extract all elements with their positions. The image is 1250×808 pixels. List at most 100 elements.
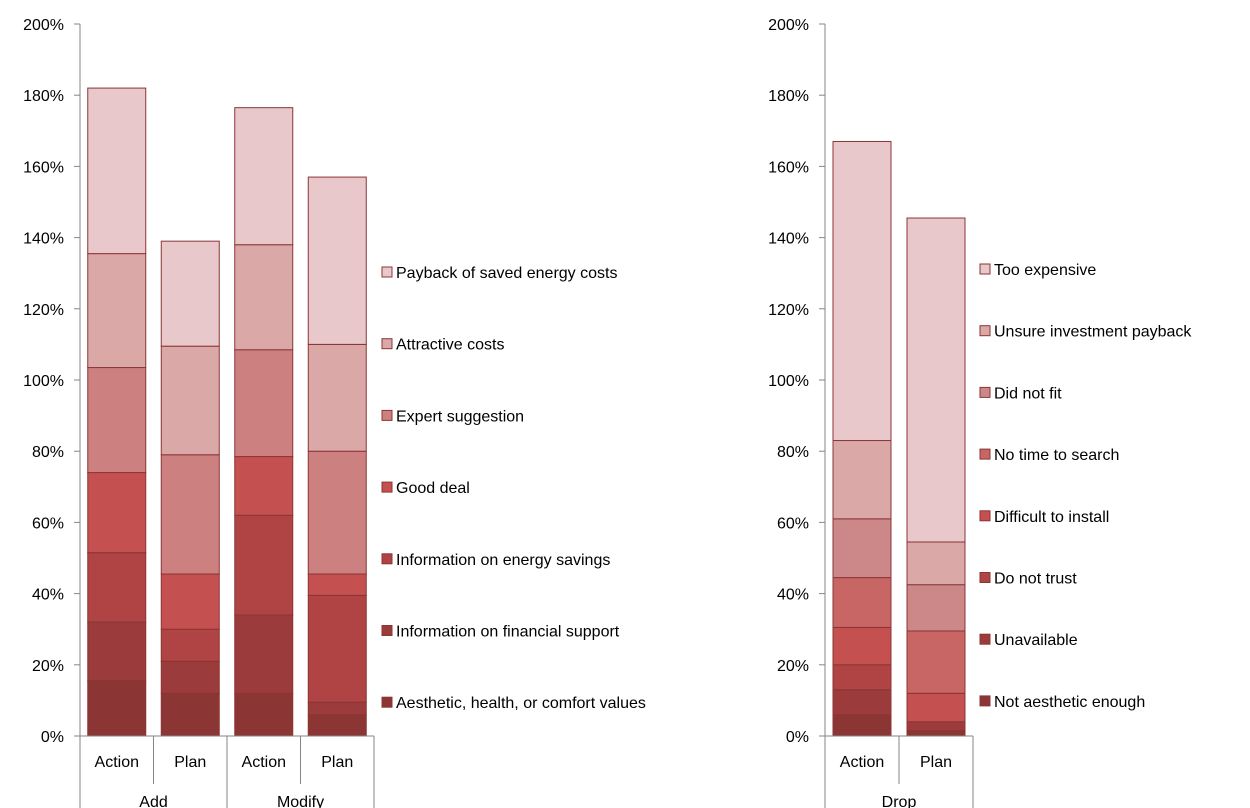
bar-segment <box>87 367 147 474</box>
legend-swatch <box>381 266 393 278</box>
y-tick-label: 140% <box>23 231 64 248</box>
left-chart: 0% 20% 40% 60% 80% 100% 120% 140% 160% 180% 200% Ac… <box>23 17 646 808</box>
bar-segment <box>906 584 966 632</box>
legend-swatch <box>979 325 991 337</box>
group-label: Add <box>139 794 167 808</box>
legend-swatch <box>979 263 991 275</box>
category-label: Plan <box>174 754 206 771</box>
category-label: Action <box>95 754 139 771</box>
legend-label: Did not fit <box>994 385 1062 402</box>
bar-segment <box>234 349 294 458</box>
y-tick-label: 20% <box>32 658 64 675</box>
bar-segment <box>234 244 294 351</box>
right-chart: 0% 20% 40% 60% 80% 100% 120% 140% 160% 180% 200% Ac… <box>768 17 1192 808</box>
bar-segment <box>234 514 294 616</box>
bar-segment <box>234 692 294 737</box>
legend-swatch <box>979 448 991 460</box>
legend-label: Unsure investment payback <box>994 324 1192 341</box>
legend-swatch <box>381 481 393 493</box>
y-tick-label: 140% <box>768 231 809 248</box>
y-tick-label: 120% <box>23 302 64 319</box>
legend-swatch <box>979 695 991 707</box>
bar-segment <box>832 664 892 691</box>
legend-label: Good deal <box>396 480 470 497</box>
category-label: Plan <box>920 754 952 771</box>
bar-segment <box>160 345 220 456</box>
y-tick-label: 100% <box>23 373 64 390</box>
bar-segment <box>832 518 892 579</box>
y-tick-label: 100% <box>768 373 809 390</box>
legend-swatch <box>381 696 393 708</box>
bar-segment <box>832 626 892 666</box>
legend-label: Aesthetic, health, or comfort values <box>396 695 646 712</box>
bar-segment <box>87 472 147 554</box>
y-tick-label: 160% <box>23 159 64 176</box>
legend-label: Attractive costs <box>396 337 504 354</box>
bar-segment <box>160 660 220 694</box>
bar-segment <box>307 573 367 596</box>
legend-label: Difficult to install <box>994 509 1109 526</box>
bar-segment <box>160 628 220 662</box>
y-tick-label: 0% <box>41 729 64 746</box>
legend-label: No time to search <box>994 447 1119 464</box>
bar-segment <box>87 552 147 623</box>
legend-label: Information on energy savings <box>396 552 610 569</box>
bar-segment <box>87 680 147 737</box>
y-tick-label: 160% <box>768 159 809 176</box>
bar-segment <box>906 217 966 543</box>
legend-swatch <box>381 625 393 636</box>
legend-label: Payback of saved energy costs <box>396 265 617 282</box>
y-tick-label: 60% <box>32 515 64 532</box>
y-tick-label: 180% <box>23 88 64 105</box>
y-tick-label: 200% <box>768 17 809 34</box>
legend-label: Too expensive <box>994 262 1096 279</box>
bar-segment <box>906 692 966 723</box>
legend-swatch <box>979 386 991 398</box>
y-tick-label: 80% <box>32 444 64 461</box>
bar-segment <box>307 176 367 345</box>
category-label: Action <box>242 754 286 771</box>
y-tick-label: 200% <box>23 17 64 34</box>
legend-label: Not aesthetic enough <box>994 694 1145 711</box>
y-tick-label: 40% <box>32 587 64 604</box>
bar-segment <box>234 614 294 694</box>
bar-segment <box>906 730 966 737</box>
bar-segment <box>832 714 892 737</box>
legend-swatch <box>979 633 991 645</box>
legend-swatch <box>381 553 393 565</box>
legend-swatch <box>381 409 393 421</box>
legend-label: Do not trust <box>994 571 1077 588</box>
bar-segment <box>832 140 892 442</box>
y-tick-label: 80% <box>777 444 809 461</box>
bar-segment <box>307 343 367 452</box>
bar-segment <box>906 541 966 586</box>
legend-label: Information on financial support <box>396 624 620 641</box>
legend-swatch <box>979 510 991 522</box>
bar-segment <box>307 450 367 575</box>
bar-segment <box>234 456 294 516</box>
bar-segment <box>832 689 892 716</box>
y-tick-label: 120% <box>768 302 809 319</box>
y-tick-label: 180% <box>768 88 809 105</box>
legend-swatch <box>381 338 393 350</box>
bar-segment <box>307 701 367 716</box>
category-label: Action <box>840 754 884 771</box>
bar-segment <box>832 577 892 628</box>
bar-segment <box>906 630 966 694</box>
bar-segment <box>160 692 220 737</box>
bar-segment <box>906 721 966 732</box>
group-label: Drop <box>882 794 917 808</box>
legend-swatch <box>979 572 991 583</box>
bar-segment <box>160 454 220 575</box>
group-label: Modify <box>277 794 324 808</box>
legend-label: Expert suggestion <box>396 408 524 425</box>
y-tick-label: 40% <box>777 587 809 604</box>
category-label: Plan <box>321 754 353 771</box>
bar-segment <box>307 714 367 737</box>
bar-segment <box>307 594 367 703</box>
bar-segment <box>87 253 147 369</box>
bar-segment <box>160 240 220 347</box>
y-tick-label: 20% <box>777 658 809 675</box>
bar-segment <box>160 573 220 630</box>
